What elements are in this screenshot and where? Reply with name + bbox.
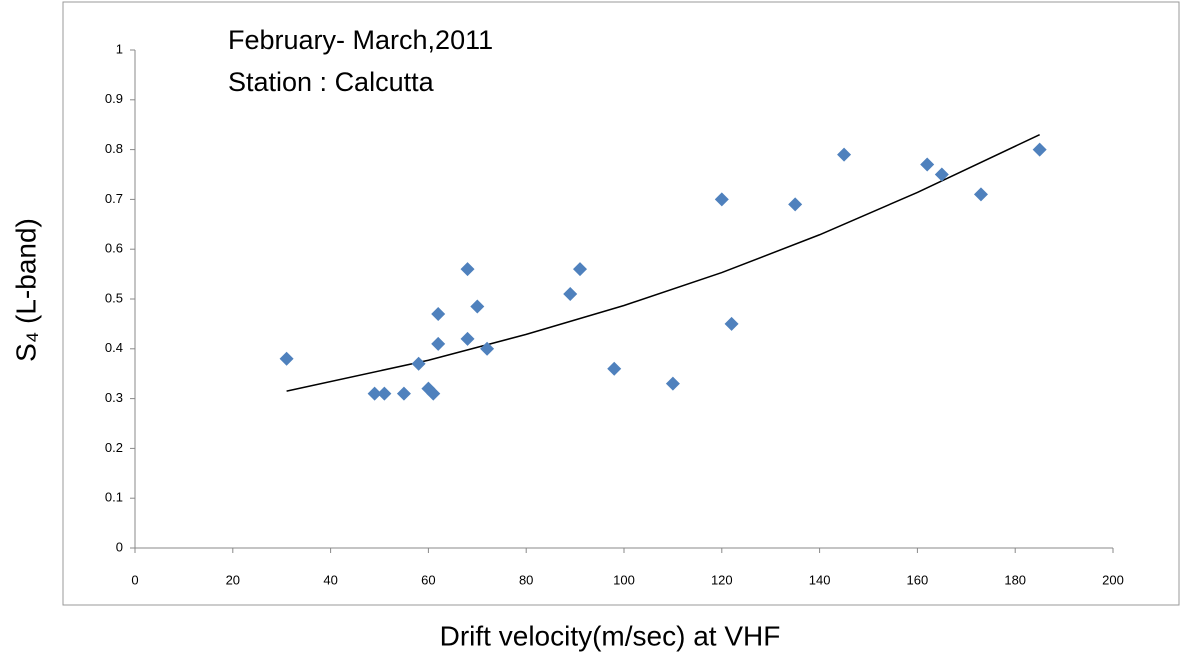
point	[934, 167, 949, 182]
x-tick-label: 40	[323, 572, 337, 587]
y-tick-label: 1	[116, 41, 123, 56]
point	[460, 262, 475, 277]
y-tick-label: 0	[116, 539, 123, 554]
point	[1032, 142, 1047, 157]
point	[788, 197, 803, 212]
point	[480, 341, 495, 356]
y-tick-label: 0.9	[105, 91, 123, 106]
point	[377, 386, 392, 401]
y-tick-label: 0.2	[105, 440, 123, 455]
point	[724, 316, 739, 331]
y-tick-label: 0.5	[105, 290, 123, 305]
x-tick-label: 180	[1004, 572, 1026, 587]
point	[426, 386, 441, 401]
point	[665, 376, 680, 391]
x-tick-label: 80	[519, 572, 533, 587]
point	[563, 287, 578, 302]
point	[367, 386, 382, 401]
x-tick-label: 60	[421, 572, 435, 587]
y-tick-label: 0.7	[105, 191, 123, 206]
chart-border	[62, 1, 1180, 606]
x-tick-label: 160	[907, 572, 929, 587]
x-axis-label: Drift velocity(m/sec) at VHF	[440, 620, 781, 651]
y-tick-label: 0.1	[105, 490, 123, 505]
y-tick-label: 0.4	[105, 340, 123, 355]
point	[279, 351, 294, 366]
point	[396, 386, 411, 401]
point	[431, 336, 446, 351]
point	[470, 299, 485, 314]
x-tick-label: 100	[613, 572, 635, 587]
point	[607, 361, 622, 376]
title-line: February- March,2011	[228, 25, 493, 55]
point	[973, 187, 988, 202]
point	[460, 331, 475, 346]
x-tick-label: 0	[131, 572, 138, 587]
x-tick-label: 120	[711, 572, 733, 587]
trend-line	[286, 133, 1040, 392]
y-tick-label: 0.8	[105, 141, 123, 156]
y-axis-label: S₄ (L-band)	[10, 218, 41, 362]
x-tick-label: 20	[226, 572, 240, 587]
x-tick-label: 140	[809, 572, 831, 587]
point	[920, 157, 935, 172]
point	[837, 147, 852, 162]
point	[411, 356, 426, 371]
point	[572, 262, 587, 277]
point	[714, 192, 729, 207]
x-tick-label: 200	[1102, 572, 1124, 587]
y-tick-label: 0.6	[105, 241, 123, 256]
title-line: Station : Calcutta	[228, 67, 435, 97]
point	[431, 306, 446, 321]
y-tick-label: 0.3	[105, 390, 123, 405]
